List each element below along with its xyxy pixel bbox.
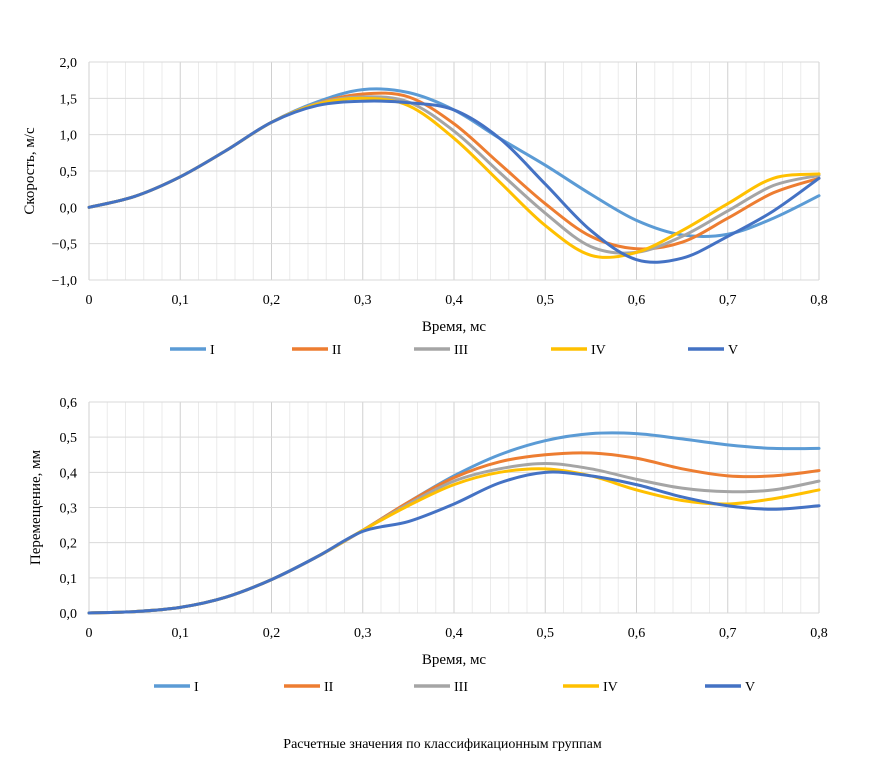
x-tick-label: 0,3 (354, 626, 372, 641)
y-tick-label: 0,1 (60, 572, 78, 587)
legend-label-III: III (454, 343, 468, 358)
figure-caption: Расчетные значения по классификационным … (283, 737, 602, 752)
x-tick-label: 0,4 (445, 293, 463, 308)
y-tick-label: 1,0 (60, 129, 78, 144)
y-tick-label: 0,0 (60, 607, 78, 622)
x-tick-label: 0,8 (810, 293, 828, 308)
x-axis-title: Время, мс (422, 652, 487, 668)
y-tick-label: 0,0 (60, 201, 78, 216)
y-tick-label: 0,3 (60, 502, 78, 517)
y-tick-label: 2,0 (60, 56, 78, 71)
y-tick-label: −0,5 (52, 238, 77, 253)
y-tick-label: 0,4 (60, 466, 78, 481)
series-line-V (87, 470, 821, 615)
x-tick-label: 0,2 (263, 293, 281, 308)
x-tick-label: 0,7 (719, 626, 737, 641)
x-tick-label: 0,2 (263, 626, 281, 641)
series-line-V (87, 99, 821, 264)
x-tick-label: 0,1 (172, 293, 190, 308)
legend-label-III: III (454, 680, 468, 695)
x-tick-label: 0 (86, 293, 93, 308)
legend-label-V: V (728, 343, 738, 358)
x-tick-label: 0,3 (354, 293, 372, 308)
chart-2: 0,0 0,1 0,2 0,3 0,4 0,5 0,6 0 0,1 0,2 0,3 0,4 0,5 0,6… (28, 396, 828, 695)
y-tick-label: 1,5 (60, 92, 78, 107)
legend-label-II: II (332, 343, 342, 358)
x-tick-label: 0,5 (537, 293, 555, 308)
legend-label-IV: IV (603, 680, 618, 695)
y-tick-label: 0,5 (60, 165, 78, 180)
y-axis-title: Перемещение, мм (28, 449, 44, 565)
y-axis-title: Скорость, м/с (22, 127, 38, 215)
y-tick-label: 0,6 (60, 396, 78, 411)
legend-label-IV: IV (591, 343, 606, 358)
x-tick-label: 0,8 (810, 626, 828, 641)
y-tick-label: 0,2 (60, 537, 78, 552)
legend-label-V: V (745, 680, 755, 695)
x-tick-label: 0,4 (445, 626, 463, 641)
legend-label-II: II (324, 680, 334, 695)
x-tick-label: 0,6 (628, 293, 646, 308)
legend-label-I: I (210, 343, 215, 358)
x-tick-label: 0,6 (628, 626, 646, 641)
chart-1: −1,0 −0,5 0,0 0,5 1,0 1,5 2,0 0 0,1 0,2 0,3 0,4 0,5 0… (22, 56, 828, 358)
x-axis-title: Время, мс (422, 319, 487, 335)
x-tick-label: 0,5 (537, 626, 555, 641)
y-tick-label: −1,0 (52, 274, 77, 289)
x-tick-label: 0,7 (719, 293, 737, 308)
x-tick-label: 0,1 (172, 626, 190, 641)
y-tick-label: 0,5 (60, 431, 78, 446)
x-tick-label: 0 (86, 626, 93, 641)
legend-label-I: I (194, 680, 199, 695)
